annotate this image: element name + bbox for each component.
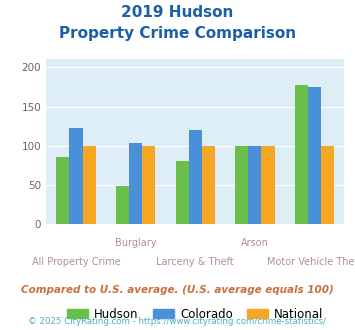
Text: Property Crime Comparison: Property Crime Comparison <box>59 26 296 41</box>
Bar <box>295 85 308 224</box>
Text: Larceny & Theft: Larceny & Theft <box>156 257 234 267</box>
Bar <box>176 161 189 224</box>
Text: Motor Vehicle Theft: Motor Vehicle Theft <box>267 257 355 267</box>
Text: 2019 Hudson: 2019 Hudson <box>121 5 234 20</box>
Bar <box>142 146 155 224</box>
Text: Compared to U.S. average. (U.S. average equals 100): Compared to U.S. average. (U.S. average … <box>21 285 334 295</box>
Text: Burglary: Burglary <box>115 238 156 248</box>
Bar <box>321 146 334 224</box>
Bar <box>116 186 129 224</box>
Text: Arson: Arson <box>241 238 269 248</box>
Bar <box>189 130 202 224</box>
Bar <box>235 146 248 224</box>
Bar <box>82 146 95 224</box>
Legend: Hudson, Colorado, National: Hudson, Colorado, National <box>62 303 328 325</box>
Bar <box>202 146 215 224</box>
Bar <box>56 157 70 224</box>
Bar <box>248 146 261 224</box>
Bar <box>129 144 142 224</box>
Text: All Property Crime: All Property Crime <box>32 257 120 267</box>
Bar <box>70 128 82 224</box>
Bar <box>308 87 321 224</box>
Bar <box>261 146 274 224</box>
Text: © 2025 CityRating.com - https://www.cityrating.com/crime-statistics/: © 2025 CityRating.com - https://www.city… <box>28 317 327 326</box>
